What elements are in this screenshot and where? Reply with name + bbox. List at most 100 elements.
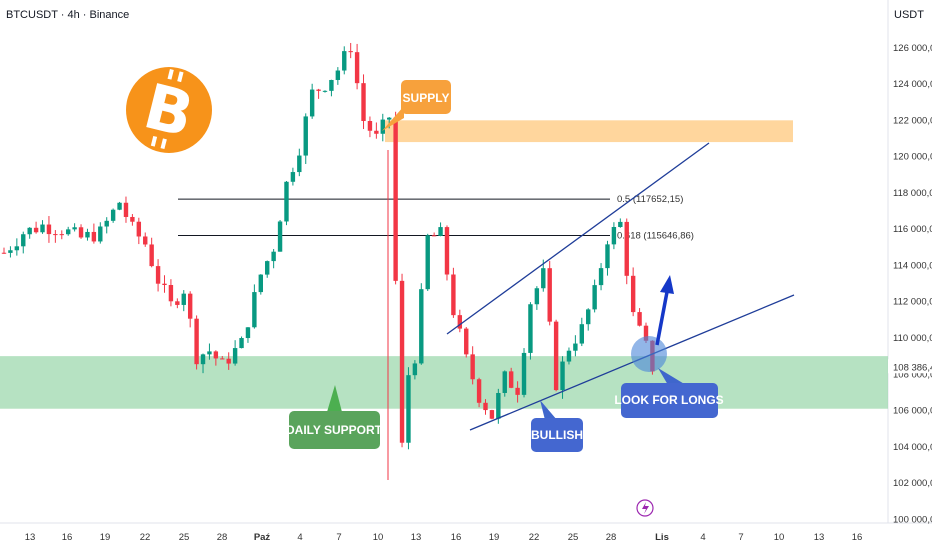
candle-body	[354, 52, 360, 84]
candle-body	[213, 351, 219, 359]
candle-body	[560, 361, 565, 391]
supply-text: SUPPLY	[403, 91, 450, 105]
daily-support-callout: DAILY SUPPORT	[286, 385, 383, 449]
price-tick-label: 112 000,00	[893, 297, 932, 308]
candle-body	[419, 289, 424, 364]
time-tick-label: 16	[852, 532, 863, 543]
price-tick-label: 104 000,00	[893, 442, 932, 453]
daily-support-zone	[0, 356, 888, 409]
candle-body	[143, 236, 148, 245]
time-tick-label: 19	[489, 532, 500, 543]
fib-0-618-label: 0.618 (115646,86)	[617, 231, 694, 242]
candle-body	[8, 250, 13, 253]
candle-body	[265, 261, 270, 275]
candle-body	[335, 70, 341, 80]
time-tick-label: 4	[700, 532, 705, 543]
time-axis[interactable]: 13 16 19 22 25 28 Paź 4 7 10 13 16 19 22 25 28 Lis 4 7 10 13…	[25, 532, 863, 543]
candle-body	[27, 227, 32, 235]
candle-body	[117, 202, 122, 210]
candle-body	[637, 312, 642, 326]
candle-body	[431, 235, 437, 237]
candle-body	[85, 231, 90, 238]
supply-callout: SUPPLY	[382, 80, 451, 131]
price-axis[interactable]: 126 000,00 124 000,00 122 000,00 120 000,00…	[893, 43, 932, 526]
candle-body	[1, 252, 7, 254]
candle-body	[630, 275, 636, 313]
candle-body	[624, 221, 629, 276]
candle-body	[566, 350, 572, 362]
candle-body	[547, 268, 552, 322]
event-marker-icon[interactable]	[636, 499, 654, 517]
candle-body	[643, 325, 649, 341]
look-for-longs-callout: LOOK FOR LONGS	[614, 368, 724, 418]
candle-body	[425, 235, 430, 290]
time-tick-label: 16	[451, 532, 462, 543]
currency-label: USDT	[894, 9, 924, 21]
candle-body	[521, 352, 527, 395]
candle-body	[207, 351, 212, 355]
candle-body	[187, 293, 193, 319]
candle-body	[483, 402, 488, 411]
candle-body	[21, 234, 26, 247]
candle-body	[72, 227, 77, 230]
channel-lower-line[interactable]	[469, 294, 795, 431]
price-tick-label: 102 000,00	[893, 478, 932, 489]
candle-body	[322, 90, 328, 92]
candle-body	[40, 224, 45, 233]
candle-body	[239, 338, 244, 349]
price-tick-label: 100 000,00	[893, 514, 932, 525]
bullish-callout: BULLISH	[531, 400, 583, 452]
candle-body	[553, 321, 559, 391]
last-price-label: 108 386,47	[893, 362, 932, 373]
candle-body	[149, 244, 154, 267]
candle-body	[59, 234, 64, 236]
candle-body	[592, 285, 597, 310]
channel-upper-line[interactable]	[446, 142, 710, 335]
time-tick-label: 7	[336, 532, 341, 543]
candle-body	[78, 227, 84, 238]
candle-body	[444, 227, 450, 275]
candle-body	[598, 268, 604, 286]
bounce-highlight-circle	[631, 336, 667, 372]
candle-body	[136, 221, 142, 237]
time-tick-label: 4	[297, 532, 302, 543]
price-tick-label: 114 000,00	[893, 260, 932, 271]
candle-body	[393, 117, 398, 281]
time-tick-label: Paź	[254, 532, 271, 543]
candle-body	[200, 354, 206, 365]
price-tick-label: 106 000,00	[893, 406, 932, 417]
candle-body	[399, 280, 405, 443]
candle-body	[91, 231, 97, 242]
long-arrow-shaft	[655, 291, 669, 346]
price-tick-label: 108 000,00	[893, 369, 932, 380]
time-tick-label: 25	[568, 532, 579, 543]
time-tick-label: 28	[217, 532, 228, 543]
candle-body	[316, 89, 321, 91]
candle-body	[33, 227, 39, 233]
candle-body	[226, 358, 231, 364]
candle-body	[476, 379, 482, 403]
candle-body	[508, 371, 514, 388]
candle-body	[387, 117, 392, 120]
candle-body	[515, 387, 520, 395]
bitcoin-logo-icon: B	[126, 67, 212, 153]
candle-body	[162, 283, 167, 285]
time-tick-label: 13	[25, 532, 36, 543]
candle-body	[579, 324, 584, 344]
candle-body	[66, 229, 71, 235]
candle-body	[309, 89, 315, 117]
price-tick-label: 126 000,00	[893, 43, 932, 54]
candle-body	[155, 266, 161, 284]
candle-body	[605, 244, 610, 269]
candle-body	[104, 220, 109, 227]
candle-body	[232, 348, 238, 364]
time-tick-label: 25	[179, 532, 190, 543]
candle-body	[181, 293, 186, 305]
time-tick-label: 19	[100, 532, 111, 543]
candle-body	[380, 119, 385, 134]
candle-body	[457, 315, 463, 329]
price-tick-label: 116 000,00	[893, 224, 932, 235]
look-for-longs-text: LOOK FOR LONGS	[614, 393, 723, 407]
candle-body	[175, 301, 180, 305]
